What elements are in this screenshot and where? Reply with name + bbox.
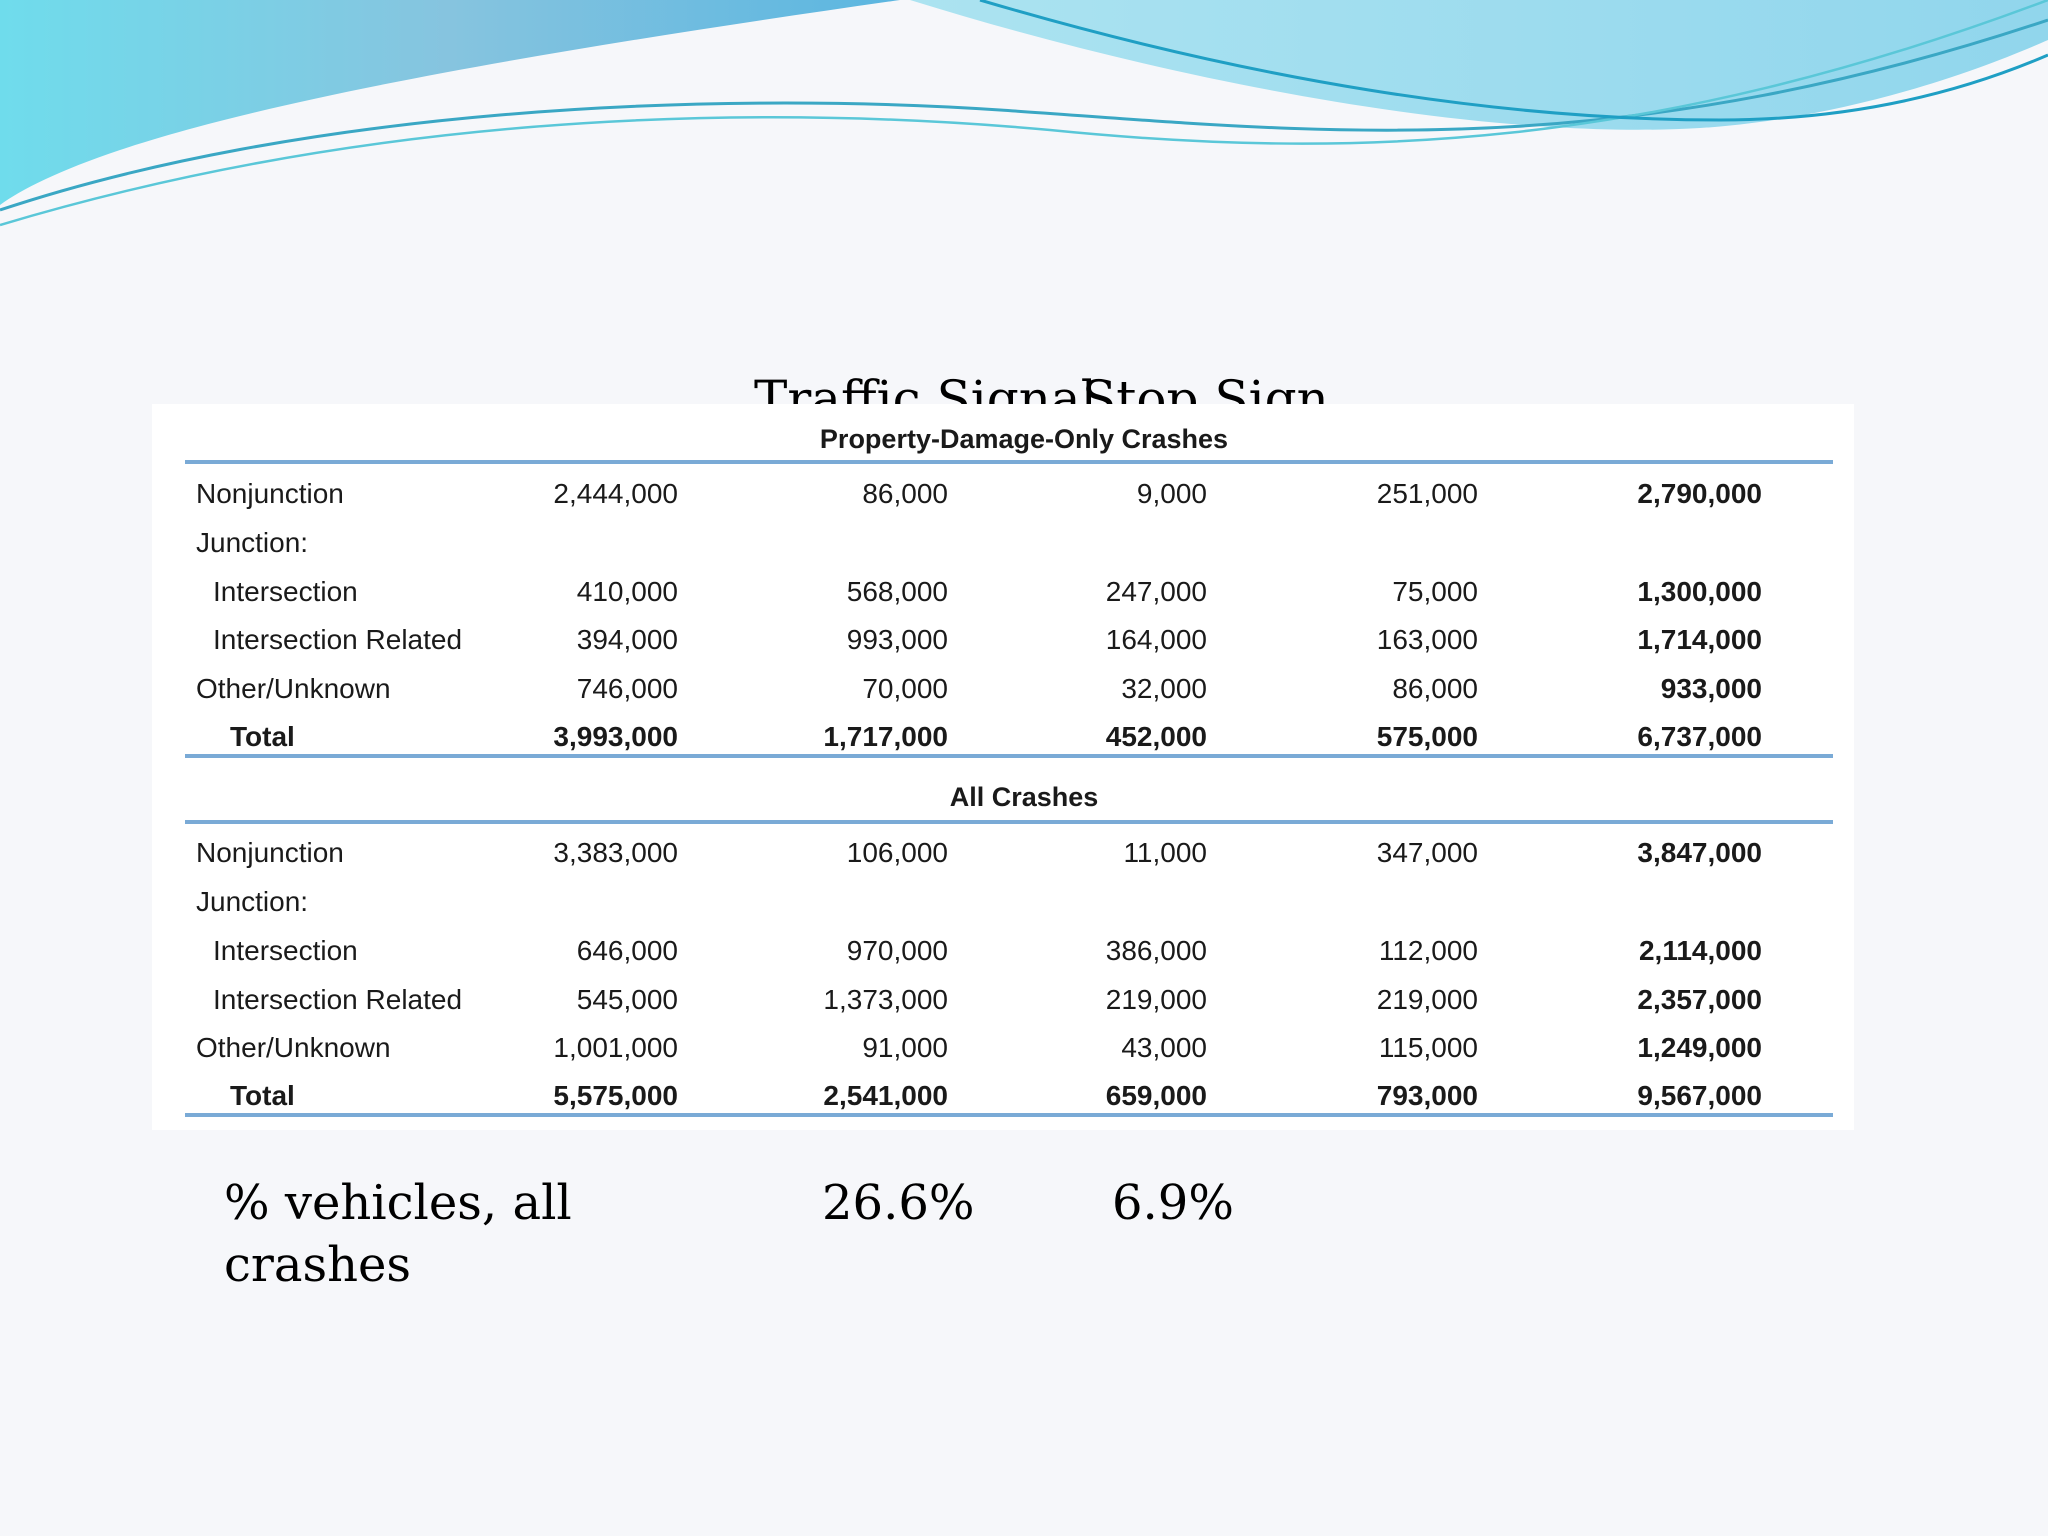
cell: 219,000 [1105,984,1207,1015]
footer-value-stop-sign: 6.9% [1112,1175,1234,1231]
cell: 5,575,000 [553,1080,678,1111]
table-rule [185,460,1833,464]
cell: 1,714,000 [1637,624,1762,655]
cell: 9,567,000 [1637,1080,1762,1111]
cell: 1,373,000 [823,984,948,1015]
cell: 2,357,000 [1637,984,1762,1015]
cell: 2,790,000 [1637,478,1762,509]
cell: 106,000 [846,837,948,868]
cell: 11,000 [1123,837,1207,868]
cell: 1,717,000 [823,721,948,752]
table-row-total: Total 5,575,000 2,541,000 659,000 793,00… [0,1080,2048,1120]
table-row: Nonjunction 2,444,000 86,000 9,000 251,0… [0,478,2048,518]
cell: 646,000 [576,935,678,966]
row-label: Intersection Related [213,624,463,655]
table-row: Intersection 410,000 568,000 247,000 75,… [0,576,2048,616]
cell: 6,737,000 [1637,721,1762,752]
cell: 575,000 [1376,721,1478,752]
cell: 1,249,000 [1637,1032,1762,1063]
cell: 347,000 [1376,837,1478,868]
row-label: Intersection Related [213,984,463,1015]
cell: 163,000 [1376,624,1478,655]
cell: 91,000 [862,1032,948,1063]
table-row: Other/Unknown 746,000 70,000 32,000 86,0… [0,673,2048,713]
cell: 659,000 [1105,1080,1207,1111]
cell: 3,847,000 [1637,837,1762,868]
cell: 545,000 [576,984,678,1015]
section-title-pdo: Property-Damage-Only Crashes [819,424,1229,454]
footer-label: % vehicles, all crashes [224,1175,572,1293]
cell: 3,383,000 [553,837,678,868]
table-row: Intersection Related 545,000 1,373,000 2… [0,984,2048,1024]
cell: 43,000 [1121,1032,1207,1063]
cell: 164,000 [1105,624,1207,655]
cell: 86,000 [1392,673,1478,704]
cell: 86,000 [862,478,948,509]
cell: 410,000 [576,576,678,607]
row-label: Total [230,721,295,752]
table-row: Intersection 646,000 970,000 386,000 112… [0,935,2048,975]
row-label: Other/Unknown [196,673,391,704]
table-row-total: Total 3,993,000 1,717,000 452,000 575,00… [0,721,2048,761]
table-row: Nonjunction 3,383,000 106,000 11,000 347… [0,837,2048,877]
row-label: Junction: [196,527,309,558]
row-label: Nonjunction [196,837,344,868]
cell: 970,000 [846,935,948,966]
cell: 251,000 [1376,478,1478,509]
row-label: Total [230,1080,295,1111]
cell: 1,300,000 [1637,576,1762,607]
table-rule [185,754,1833,758]
header-wave-decoration [0,0,2048,227]
cell: 115,000 [1378,1032,1478,1063]
cell: 568,000 [846,576,948,607]
cell: 2,114,000 [1638,935,1762,966]
cell: 933,000 [1660,673,1762,704]
crash-table-panel [152,404,1854,1130]
cell: 394,000 [576,624,678,655]
cell: 112,000 [1378,935,1478,966]
footer-value-traffic-signal: 26.6% [822,1175,975,1231]
cell: 219,000 [1376,984,1478,1015]
table-row: Junction: [0,886,2048,926]
cell: 2,444,000 [553,478,678,509]
cell: 75,000 [1392,576,1478,607]
cell: 793,000 [1376,1080,1478,1111]
section-title-all: All Crashes [949,782,1099,812]
cell: 1,001,000 [553,1032,678,1063]
cell: 9,000 [1136,478,1207,509]
table-row: Other/Unknown 1,001,000 91,000 43,000 11… [0,1032,2048,1072]
table-row: Intersection Related 394,000 993,000 164… [0,624,2048,664]
cell: 746,000 [576,673,678,704]
cell: 3,993,000 [553,721,678,752]
cell: 993,000 [846,624,948,655]
row-label: Junction: [196,886,309,917]
cell: 2,541,000 [823,1080,948,1111]
table-row: Junction: [0,527,2048,567]
cell: 70,000 [862,673,948,704]
row-label: Intersection [213,935,358,966]
cell: 32,000 [1121,673,1207,704]
table-rule [185,1113,1833,1117]
row-label: Nonjunction [196,478,344,509]
cell: 452,000 [1105,721,1207,752]
row-label: Other/Unknown [196,1032,391,1063]
table-rule [185,820,1833,824]
cell: 247,000 [1105,576,1207,607]
cell: 386,000 [1105,935,1207,966]
row-label: Intersection [213,576,358,607]
